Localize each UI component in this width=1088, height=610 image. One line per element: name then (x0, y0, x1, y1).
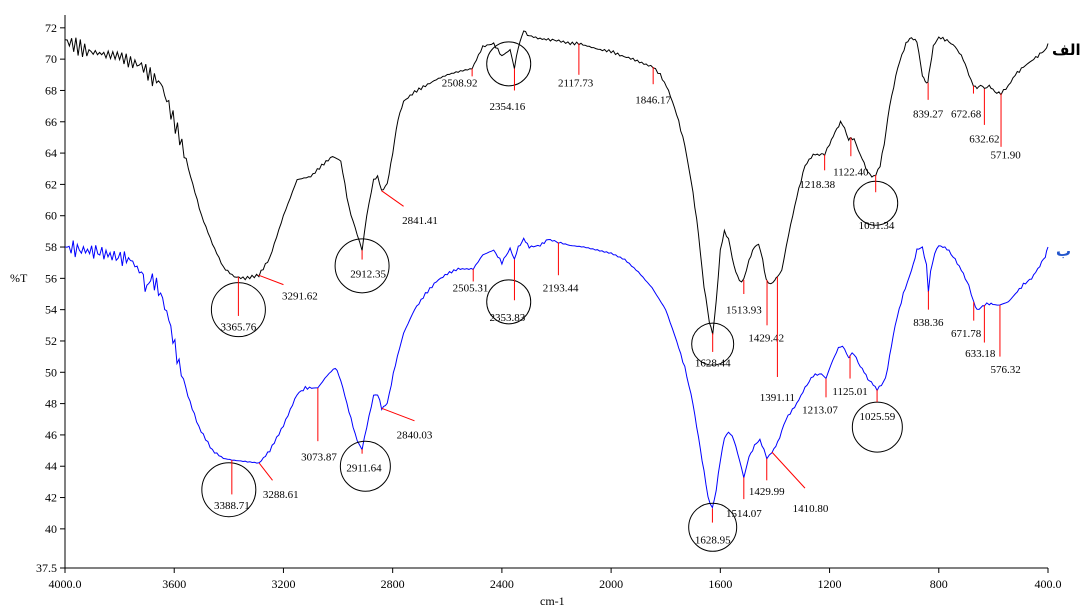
peak-marker (381, 190, 404, 207)
peak-label: 838.36 (913, 317, 944, 329)
peak-circle (691, 322, 735, 366)
peak-circle (851, 401, 903, 453)
peak-label: 2841.41 (402, 215, 438, 227)
peak-label: 571.90 (991, 149, 1022, 161)
peak-label: 1031.34 (859, 220, 895, 232)
y-tick-label: 44 (45, 459, 57, 473)
y-tick-label: 72 (45, 21, 57, 35)
peak-circle (688, 502, 738, 552)
peak-circle (201, 462, 257, 518)
series-label-be: ب (1056, 242, 1071, 260)
peak-label: 632.62 (969, 134, 999, 146)
peak-circle (334, 238, 390, 294)
y-tick-label: 56 (45, 271, 57, 285)
y-tick-label: 68 (45, 83, 57, 97)
x-tick-label: 1200 (818, 577, 842, 591)
series-be-line (64, 237, 1049, 509)
x-tick-group: 4000.0 3600 3200 2800 2400 2000 1600 1200 800 400… (49, 568, 1062, 591)
peak-label: 2117.73 (558, 77, 594, 89)
peak-label: 633.18 (965, 348, 996, 360)
peak-label: 3388.71 (214, 500, 250, 512)
peak-label: 2353.83 (489, 312, 525, 324)
series-layer (64, 30, 1049, 509)
peak-label: 2193.44 (543, 282, 579, 294)
annotation-layer (201, 41, 903, 552)
y-tick-label: 54 (45, 303, 57, 317)
peak-label: 1628.95 (695, 535, 731, 547)
peak-label: 1410.80 (793, 503, 829, 515)
peak-label: 576.32 (991, 364, 1021, 376)
series-label-alef: الف (1052, 41, 1081, 59)
x-tick-label: 2400 (490, 577, 514, 591)
axes-layer (64, 15, 1048, 569)
x-tick-label: 4000.0 (49, 577, 82, 591)
x-tick-label: 3600 (162, 577, 186, 591)
y-tick-label: 62 (45, 177, 57, 191)
peak-label: 839.27 (913, 109, 944, 121)
x-tick-label: 800 (930, 577, 948, 591)
series-alef-line (64, 30, 1049, 335)
y-tick-label: 70 (45, 52, 57, 66)
peak-label-layer: 3365.76 3291.62 2912.35 2841.41 2508.92 2354.… (214, 43, 1022, 547)
y-tick-label: 48 (45, 397, 57, 411)
y-tick-label: 50 (45, 365, 57, 379)
peak-label: 1218.38 (799, 179, 835, 191)
y-tick-label: 64 (45, 146, 57, 160)
peak-label: 1513.93 (726, 304, 762, 316)
peak-label: 1391.11 (760, 392, 795, 404)
peak-label: 2911.64 (346, 463, 382, 475)
peak-label: 1213.07 (802, 405, 838, 417)
peak-label: 671.78 (951, 328, 982, 340)
peak-label: 3073.87 (301, 452, 337, 464)
peak-label: 1429.42 (748, 333, 784, 345)
x-tick-label: 2800 (381, 577, 405, 591)
y-tick-label: 66 (45, 115, 57, 129)
y-tick-label: 60 (45, 209, 57, 223)
x-axis-title: cm-1 (540, 594, 565, 608)
peak-label: 1125.01 (832, 386, 867, 398)
peak-label: 2354.16 (489, 101, 525, 113)
y-tick-label: 40 (45, 522, 57, 536)
y-tick-label: 42 (45, 491, 57, 505)
peak-circle (486, 279, 532, 325)
peak-label: 1429.99 (749, 486, 785, 498)
x-tick-label: 2000 (599, 577, 623, 591)
x-tick-label: 400.0 (1035, 577, 1062, 591)
peak-label: 672.68 (951, 109, 982, 121)
y-tick-label: 52 (45, 334, 57, 348)
peak-marker (258, 274, 284, 286)
y-tick-label: 58 (45, 240, 57, 254)
peak-label: 3291.62 (282, 290, 318, 302)
y-tick-label: 37.5 (36, 561, 57, 575)
y-tick-group: 37.5 40 42 44 46 48 50 52 54 56 58 60 62 64 66 68 70 72 (36, 21, 65, 575)
y-tick-label: 46 (45, 428, 57, 442)
peak-label: 2912.35 (350, 268, 386, 280)
peak-label: 3365.76 (221, 322, 257, 334)
peak-label: 2508.92 (442, 77, 478, 89)
peak-marker (771, 451, 806, 489)
peak-label: 1628.44 (695, 358, 731, 370)
peak-circle (339, 440, 391, 492)
y-axis-title: %T (10, 271, 28, 285)
peak-label: 3288.61 (263, 489, 299, 501)
x-tick-label: 3200 (271, 577, 295, 591)
peak-label: 1514.07 (726, 508, 762, 520)
peak-label: 1846.17 (635, 95, 671, 107)
peak-marker (258, 462, 273, 481)
peak-marker (381, 407, 415, 422)
x-tick-label: 1600 (708, 577, 732, 591)
peak-circle (486, 41, 532, 87)
peak-label: 2840.03 (397, 430, 433, 442)
peak-label: 1025.59 (859, 411, 895, 423)
peak-label: 2505.31 (453, 282, 489, 294)
peak-label: 1122.40 (833, 167, 869, 179)
